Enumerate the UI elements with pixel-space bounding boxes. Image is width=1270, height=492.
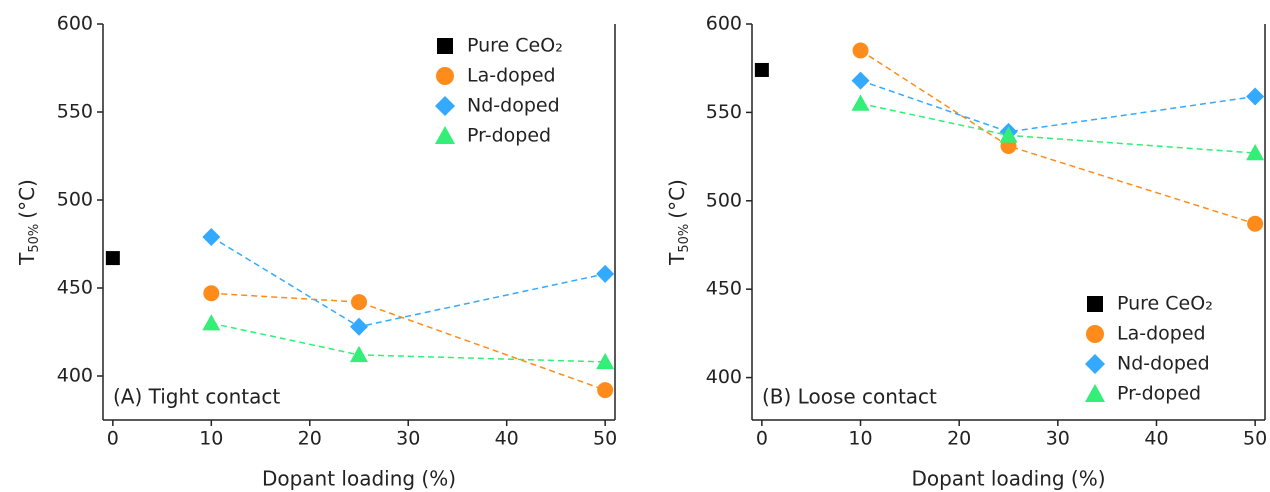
marker-diamond	[851, 71, 870, 90]
marker-diamond	[596, 264, 615, 283]
x-tick-label: 50	[593, 428, 617, 450]
marker-diamond	[202, 227, 221, 246]
marker-triangle	[435, 126, 455, 144]
y-tick-label: 600	[706, 13, 742, 35]
legend-label: Pr-doped	[1117, 383, 1201, 405]
y-tick-label: 550	[706, 101, 742, 123]
series-line	[211, 292, 606, 391]
y-label-main: T	[15, 252, 39, 266]
series-line	[211, 322, 606, 363]
y-label-sub: 50%	[677, 224, 692, 253]
series-line	[860, 49, 1256, 225]
marker-diamond	[1085, 354, 1105, 374]
marker-square	[754, 62, 769, 77]
marker-triangle	[350, 345, 368, 363]
marker-square	[1087, 296, 1103, 312]
legend-label: Pure CeO₂	[467, 35, 563, 57]
marker-circle	[203, 285, 220, 302]
marker-triangle	[1246, 144, 1265, 161]
legend-label: Nd-doped	[467, 95, 560, 117]
marker-triangle	[202, 314, 221, 331]
y-tick-label: 450	[57, 277, 93, 299]
x-tick-label: 40	[495, 428, 519, 450]
marker-circle	[1086, 325, 1104, 343]
x-tick-label: 20	[298, 428, 322, 450]
x-tick-label: 30	[1046, 428, 1070, 450]
y-label-unit: (°C)	[15, 179, 39, 219]
y-tick-label: 550	[57, 101, 93, 123]
marker-square	[105, 251, 120, 266]
y-tick-label: 400	[57, 365, 93, 387]
y-axis-label: T50% (°C)	[665, 179, 692, 266]
marker-triangle	[851, 94, 870, 111]
x-tick-label: 0	[756, 428, 768, 450]
y-label-sub: 50%	[27, 224, 42, 253]
y-axis-label: T50% (°C)	[15, 179, 42, 266]
x-axis-label: Dopant loading (%)	[911, 467, 1105, 491]
marker-diamond	[435, 96, 455, 116]
marker-diamond	[1246, 87, 1265, 106]
x-tick-label: 0	[107, 428, 119, 450]
annotation: (A) Tight contact	[113, 385, 280, 409]
x-tick-label: 10	[848, 428, 872, 450]
marker-triangle	[596, 352, 615, 370]
marker-circle	[597, 382, 614, 399]
x-tick-label: 40	[1144, 428, 1168, 450]
y-tick-label: 450	[706, 278, 742, 300]
x-tick-label: 20	[947, 428, 971, 450]
y-tick-label: 400	[706, 366, 742, 388]
marker-circle	[1247, 215, 1264, 232]
y-tick-label: 500	[706, 189, 742, 211]
y-tick-label: 600	[57, 13, 93, 35]
marker-triangle	[1085, 384, 1105, 402]
y-label-main: T	[665, 252, 689, 266]
y-tick-label: 500	[57, 189, 93, 211]
marker-diamond	[350, 317, 368, 336]
marker-square	[437, 38, 453, 54]
x-axis-label: Dopant loading (%)	[262, 467, 456, 491]
legend-label: Pr-doped	[467, 125, 551, 147]
legend-label: Nd-doped	[1117, 353, 1210, 375]
marker-circle	[436, 67, 454, 85]
x-tick-label: 30	[396, 428, 420, 450]
marker-triangle	[999, 126, 1018, 143]
legend-label: La-doped	[467, 65, 556, 87]
annotation: (B) Loose contact	[762, 385, 937, 409]
x-tick-label: 50	[1243, 428, 1267, 450]
series-line	[860, 79, 1256, 133]
series-line	[210, 236, 606, 328]
series-line	[860, 102, 1256, 154]
legend-label: Pure CeO₂	[1117, 293, 1213, 315]
y-label-unit: (°C)	[665, 179, 689, 219]
x-tick-label: 10	[199, 428, 223, 450]
marker-circle	[351, 294, 367, 311]
marker-circle	[852, 42, 869, 59]
legend-label: La-doped	[1117, 323, 1206, 345]
